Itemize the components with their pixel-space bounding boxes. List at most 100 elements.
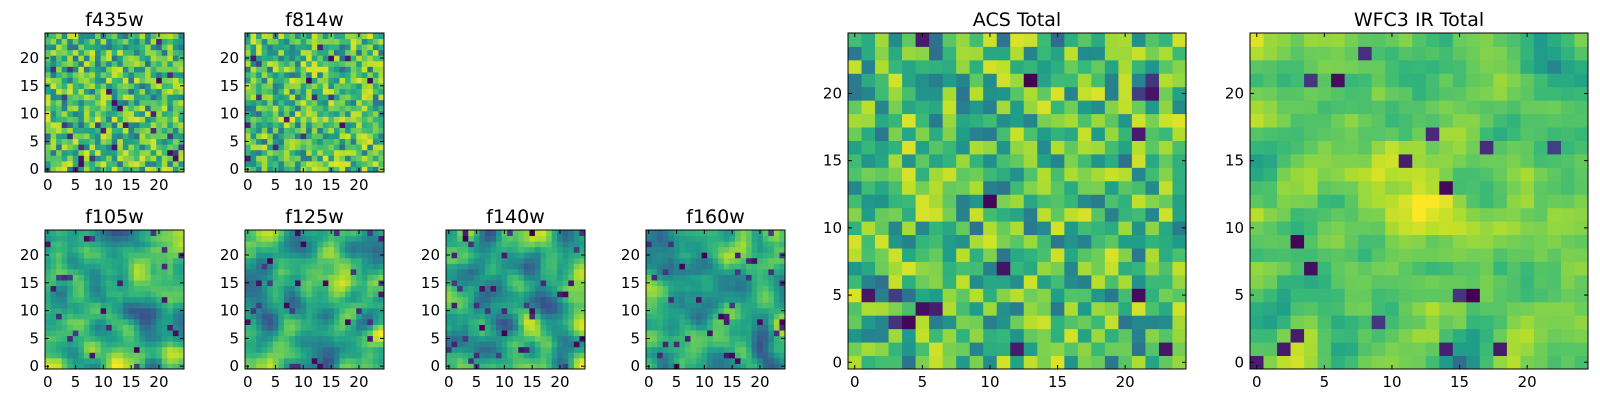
heatmap-cell	[50, 307, 57, 314]
heatmap-cell	[1385, 261, 1400, 276]
heatmap-cell	[95, 38, 102, 45]
heatmap-cell	[446, 357, 453, 364]
heatmap-cell	[361, 60, 368, 67]
heatmap-cell	[261, 274, 268, 281]
heatmap-cell	[942, 342, 957, 357]
heatmap-cell	[317, 263, 324, 270]
heatmap-cell	[361, 330, 368, 337]
heatmap-cell	[328, 105, 335, 112]
heatmap-cell	[768, 346, 775, 353]
heatmap-cell	[1520, 167, 1535, 182]
heatmap-cell	[1574, 207, 1589, 222]
heatmap-cell	[1023, 46, 1038, 61]
heatmap-cell	[133, 341, 140, 348]
heatmap-cell	[128, 246, 135, 253]
heatmap-cell	[875, 328, 890, 343]
heatmap-cell	[451, 274, 458, 281]
heatmap-cell	[1104, 153, 1119, 168]
heatmap-cell	[479, 246, 486, 253]
heatmap-cell	[1385, 301, 1400, 316]
heatmap-cell	[300, 138, 307, 145]
heatmap-cell	[573, 341, 580, 348]
heatmap-cell	[317, 307, 324, 314]
heatmap-cell	[95, 127, 102, 134]
heatmap-cell	[457, 346, 464, 353]
heatmap-cell	[751, 291, 758, 298]
heatmap-cell	[167, 246, 174, 253]
heatmap-cell	[278, 105, 285, 112]
heatmap-cell	[361, 138, 368, 145]
heatmap-cell	[1277, 288, 1292, 303]
heatmap-cell	[540, 318, 547, 325]
heatmap-cell	[1172, 33, 1187, 47]
heatmap-cell	[1037, 328, 1052, 343]
heatmap-cell	[740, 313, 747, 320]
heatmap-cell	[479, 263, 486, 270]
heatmap-cell	[95, 230, 102, 237]
heatmap-cell	[1439, 167, 1454, 182]
heatmap-cell	[178, 160, 185, 167]
heatmap-cell	[250, 335, 257, 342]
heatmap-cell	[283, 346, 290, 353]
heatmap-cell	[272, 318, 279, 325]
heatmap-cell	[512, 318, 519, 325]
heatmap-cell	[579, 324, 586, 331]
heatmap-cell	[250, 313, 257, 320]
heatmap-cell	[861, 127, 876, 141]
heatmap-cell	[668, 341, 675, 348]
heatmap-cell	[929, 59, 944, 74]
heatmap-cell	[67, 133, 74, 140]
heatmap-cell	[1493, 328, 1508, 343]
heatmap-cell	[261, 55, 268, 62]
heatmap-cell	[546, 274, 553, 281]
heatmap-cell	[156, 133, 163, 140]
heatmap-cell	[551, 313, 558, 320]
heatmap-cell	[983, 261, 998, 276]
heatmap-cell	[490, 235, 497, 242]
heatmap-cell	[367, 274, 374, 281]
heatmap-cell	[668, 252, 675, 259]
heatmap-cell	[133, 160, 140, 167]
heatmap-cell	[684, 285, 691, 292]
heatmap-cell	[501, 241, 508, 248]
heatmap-cell	[562, 346, 569, 353]
heatmap-cell	[172, 324, 179, 331]
heatmap-cell	[67, 138, 74, 145]
heatmap-cell	[178, 88, 185, 95]
heatmap-cell	[122, 230, 129, 237]
heatmap-cell	[457, 285, 464, 292]
heatmap-cell	[122, 291, 129, 298]
heatmap-cell	[1050, 127, 1065, 141]
heatmap-cell	[72, 60, 79, 67]
heatmap-cell	[1466, 288, 1481, 303]
heatmap-cell	[378, 268, 385, 275]
heatmap-cell	[350, 133, 357, 140]
heatmap-cell	[300, 302, 307, 309]
heatmap-cell	[707, 302, 714, 309]
heatmap-cell	[172, 127, 179, 134]
heatmap-cell	[61, 138, 68, 145]
heatmap-cell	[117, 313, 124, 320]
heatmap-cell	[1172, 221, 1187, 236]
heatmap-cell	[100, 296, 107, 303]
heatmap-cell	[95, 280, 102, 287]
heatmap-cell	[122, 160, 129, 167]
heatmap-cell	[1533, 221, 1548, 236]
heatmap-cell	[261, 235, 268, 242]
heatmap-cell	[1439, 315, 1454, 330]
heatmap-cell	[83, 83, 90, 90]
heatmap-cell	[468, 346, 475, 353]
heatmap-cell	[579, 230, 586, 237]
heatmap-cell	[111, 77, 118, 84]
heatmap-cell	[333, 66, 340, 73]
heatmap-cell	[662, 363, 669, 370]
heatmap-cell	[78, 88, 85, 95]
heatmap-cell	[156, 71, 163, 78]
heatmap-cell	[679, 285, 686, 292]
heatmap-cell	[651, 241, 658, 248]
heatmap-cell	[712, 341, 719, 348]
heatmap-cell	[673, 246, 680, 253]
heatmap-cell	[875, 248, 890, 262]
heatmap-cell	[172, 83, 179, 90]
heatmap-cell	[317, 285, 324, 292]
